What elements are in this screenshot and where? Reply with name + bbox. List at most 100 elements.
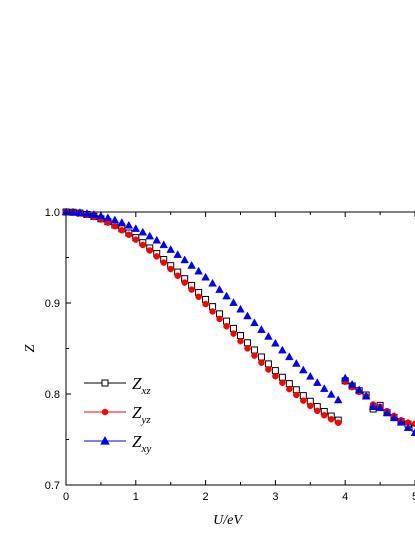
legend-label: Zxy	[132, 432, 151, 455]
point-yz	[146, 247, 154, 254]
point-xy	[333, 395, 343, 404]
point-xy	[299, 365, 308, 374]
point-xy	[306, 371, 315, 380]
x-tick-label: 3	[272, 491, 278, 503]
series-layer	[61, 207, 415, 436]
point-xz	[411, 424, 415, 432]
legend-entry-yz: Zyz	[84, 403, 151, 426]
legend: Zxz Zyz Zxy	[84, 374, 151, 455]
point-xy	[375, 403, 385, 412]
point-xz	[271, 367, 279, 375]
point-yz	[153, 253, 160, 260]
point-yz	[181, 279, 188, 286]
point-yz	[272, 373, 279, 380]
legend-label: Zxz	[132, 374, 151, 397]
point-xy	[243, 311, 252, 320]
point-yz	[244, 345, 251, 352]
point-xy	[403, 423, 413, 431]
point-xz	[278, 373, 286, 381]
point-xy	[159, 240, 168, 249]
point-xz	[264, 360, 272, 368]
point-xy	[124, 220, 134, 229]
point-yz	[300, 397, 307, 404]
point-yz	[279, 379, 286, 387]
point-yz	[209, 308, 216, 315]
point-xy	[117, 218, 127, 226]
point-xy	[201, 272, 210, 281]
point-xy	[222, 291, 231, 300]
point-yz	[237, 337, 244, 345]
point-yz	[160, 259, 167, 266]
point-xy	[89, 210, 99, 218]
point-xy	[194, 266, 203, 275]
x-tick-label: 4	[342, 491, 348, 503]
point-yz	[118, 227, 126, 234]
point-xy	[313, 378, 322, 386]
x-tick-label: 5	[412, 491, 415, 503]
point-xy	[389, 413, 399, 422]
point-xy	[215, 285, 224, 293]
point-xy	[264, 331, 273, 340]
point-yz	[327, 416, 335, 423]
point-yz	[188, 286, 195, 293]
point-yz	[258, 359, 265, 366]
point-xy	[278, 345, 287, 354]
point-xy	[166, 245, 175, 253]
legend-marker	[101, 408, 109, 416]
point-yz	[293, 391, 300, 399]
point-yz	[223, 323, 230, 330]
point-xy	[103, 213, 113, 222]
point-xy	[96, 211, 106, 220]
point-xy	[180, 255, 189, 264]
point-yz	[230, 330, 237, 337]
legend-marker	[101, 379, 109, 387]
point-yz	[265, 366, 272, 373]
point-xy	[347, 379, 357, 388]
point-xy	[382, 408, 392, 417]
y-tick-label: 1.0	[45, 207, 60, 219]
legend-entry-xy: Zxy	[84, 432, 151, 455]
point-xy	[208, 278, 217, 287]
point-xy	[292, 359, 301, 367]
point-yz	[132, 236, 140, 243]
point-xz	[243, 339, 251, 347]
point-yz	[251, 352, 258, 359]
point-xy	[145, 231, 155, 240]
point-xy	[68, 207, 78, 216]
point-xz	[257, 353, 265, 361]
plot-frame	[65, 211, 415, 486]
point-xz	[250, 346, 258, 354]
legend-label: Zyz	[132, 403, 151, 426]
y-tick-label: 0.7	[45, 480, 60, 492]
x-tick-label: 2	[203, 491, 209, 503]
axes: 0 1 2 3 4 5 0.7 0.8 0.9 1.0 U/eV Z	[23, 207, 415, 528]
point-xy	[410, 428, 415, 436]
point-xz	[237, 332, 244, 340]
point-yz	[174, 272, 181, 280]
point-yz	[334, 419, 342, 427]
point-xy	[326, 389, 336, 398]
point-xy	[257, 325, 266, 333]
point-xy	[340, 373, 350, 382]
x-tick-label: 1	[133, 491, 139, 503]
point-xy	[131, 224, 141, 232]
point-xy	[319, 384, 329, 392]
point-xy	[368, 402, 378, 410]
point-xy	[187, 261, 196, 269]
point-yz	[411, 420, 415, 428]
point-xy	[173, 250, 182, 258]
point-yz	[139, 241, 147, 249]
point-xy	[285, 352, 294, 361]
x-tick-label: 0	[63, 491, 69, 503]
point-xy	[361, 391, 371, 400]
point-yz	[167, 265, 174, 273]
point-yz	[286, 385, 293, 393]
point-xz	[285, 380, 293, 388]
point-yz	[314, 407, 321, 415]
point-yz	[321, 412, 328, 419]
plot-area	[65, 211, 415, 486]
point-yz	[216, 315, 223, 323]
point-xy	[152, 235, 162, 244]
x-axis-title: U/eV	[213, 513, 243, 528]
